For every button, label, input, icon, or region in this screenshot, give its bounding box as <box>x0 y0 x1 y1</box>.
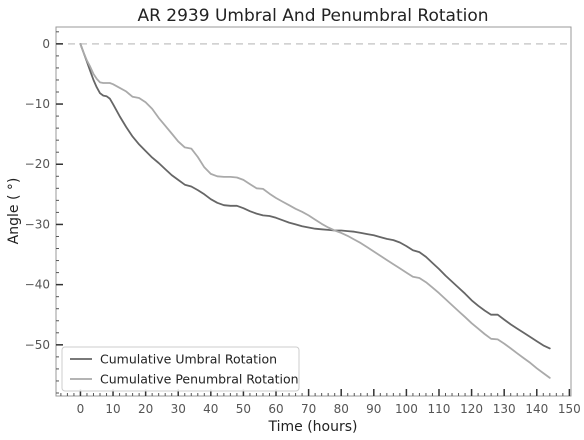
x-tick-label: 130 <box>493 402 516 416</box>
y-axis-label: Angle ( °) <box>6 178 22 245</box>
x-tick-label: 100 <box>395 402 418 416</box>
y-tick-label: −40 <box>25 278 50 292</box>
x-tick-label: 0 <box>77 402 85 416</box>
chart-title: AR 2939 Umbral And Penumbral Rotation <box>137 6 488 26</box>
y-tick-label: −10 <box>25 97 50 111</box>
x-tick-label: 70 <box>301 402 316 416</box>
x-tick-label: 50 <box>236 402 251 416</box>
x-tick-label: 40 <box>203 402 218 416</box>
x-axis-label: Time (hours) <box>268 419 358 435</box>
y-tick-label: −20 <box>25 157 50 171</box>
series-line-penumbral <box>79 43 551 379</box>
plot-frame <box>55 26 572 397</box>
legend-label: Cumulative Umbral Rotation <box>100 352 277 367</box>
y-tick-label: −50 <box>25 338 50 352</box>
x-tick-label: 110 <box>428 402 451 416</box>
series-line-umbral <box>79 43 551 350</box>
x-tick-label: 20 <box>138 402 153 416</box>
y-tick-label: −30 <box>25 217 50 231</box>
x-tick-label: 10 <box>105 402 120 416</box>
x-tick-label: 30 <box>171 402 186 416</box>
x-tick-label: 120 <box>460 402 483 416</box>
y-tick-label: 0 <box>42 37 50 51</box>
legend-box <box>61 346 300 392</box>
x-tick-label: 140 <box>525 402 548 416</box>
x-tick-label: 80 <box>334 402 349 416</box>
x-tick-label: 90 <box>366 402 381 416</box>
plot-area: 0 10 20 30 40 50 60 70 80 90 100 110 120 130 140 150 0 −1… <box>25 26 581 416</box>
legend-label: Cumulative Penumbral Rotation <box>100 372 299 387</box>
x-tick-label: 150 <box>558 402 581 416</box>
x-tick-label: 60 <box>268 402 283 416</box>
